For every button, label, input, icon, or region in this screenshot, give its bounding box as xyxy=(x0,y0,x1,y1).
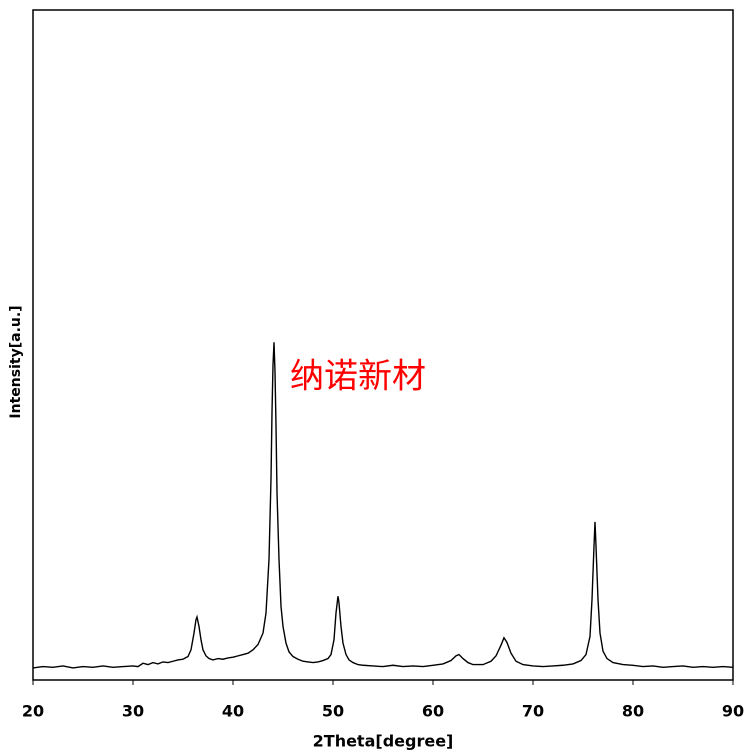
x-tick-label: 20 xyxy=(22,702,44,721)
y-axis-label: Intensity[a.u.] xyxy=(8,305,24,418)
x-tick-label: 90 xyxy=(722,702,744,721)
data-line xyxy=(32,342,734,669)
watermark: 纳诺新材 xyxy=(290,357,426,397)
x-tick-label: 70 xyxy=(522,702,544,721)
plot-frame xyxy=(32,9,734,681)
x-tick-label: 80 xyxy=(622,702,644,721)
x-tick-label: 50 xyxy=(322,702,344,721)
x-axis-label: 2Theta[degree] xyxy=(313,732,454,750)
x-tick-label: 60 xyxy=(422,702,444,721)
x-tick-label: 30 xyxy=(122,702,144,721)
x-tick-label: 40 xyxy=(222,702,244,721)
